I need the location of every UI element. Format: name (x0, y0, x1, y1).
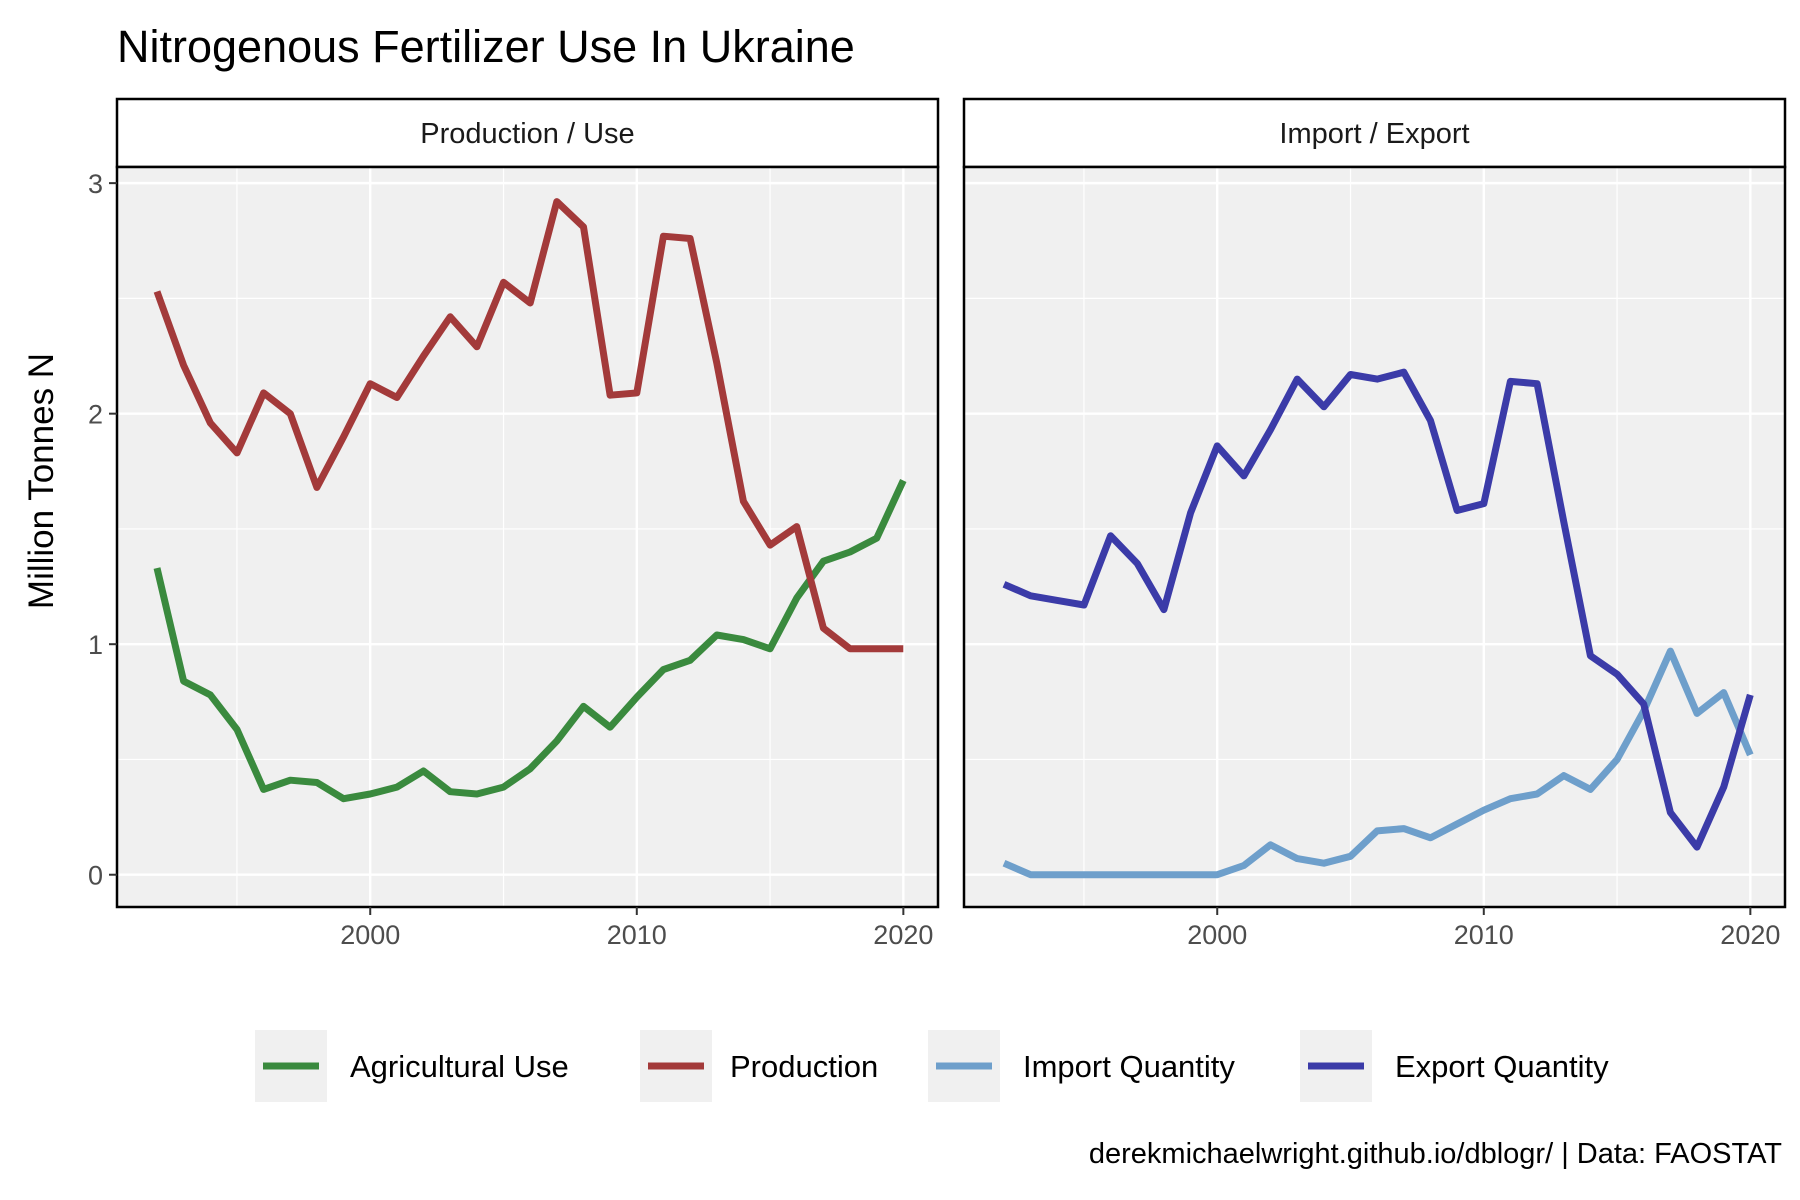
legend-label: Import Quantity (1023, 1049, 1235, 1084)
facet-panel-2: Import / Export 2000 2010 2020 (962, 97, 1787, 950)
facet-panel-1: Production / Use 2000 2010 2020 0 1 2 3 (88, 97, 940, 950)
series-line-import-quantity (1002, 647, 1754, 879)
legend-item-import-quantity: Import Quantity (928, 1030, 1235, 1102)
y-axis-title: Million Tonnes N (22, 353, 61, 609)
panel-border (962, 165, 1787, 909)
facet-strip-label: Import / Export (1279, 118, 1469, 150)
legend-item-production: Production (640, 1030, 878, 1102)
legend-label: Export Quantity (1395, 1049, 1609, 1084)
y-tick-label: 0 (88, 861, 103, 891)
panel-border (115, 165, 940, 909)
panel-background (964, 167, 1785, 907)
x-tick-label: 2000 (1187, 920, 1247, 950)
chart-caption: derekmichaelwright.github.io/dblogr/ | D… (1089, 1138, 1782, 1170)
series-line-agricultural-use (153, 479, 907, 803)
x-tick-label: 2000 (340, 920, 400, 950)
facet-strip-label: Production / Use (420, 118, 634, 150)
legend-item-agricultural-use: Agricultural Use (255, 1030, 569, 1102)
y-tick-label: 1 (88, 630, 103, 660)
x-tick-label: 2010 (607, 920, 667, 950)
series-line-production (153, 198, 904, 653)
facet-strip (962, 97, 1787, 169)
y-tick-label: 3 (88, 169, 103, 199)
facet-strip (115, 97, 940, 169)
facet-panels: Production / Use 2000 2010 2020 0 1 2 3 Import /… (88, 97, 1787, 950)
x-tick-label: 2020 (1720, 920, 1780, 950)
x-tick-label: 2010 (1454, 920, 1514, 950)
panel-background (117, 167, 938, 907)
legend-label: Production (730, 1049, 878, 1084)
legend: Agricultural Use Production Import Quantit… (255, 1030, 1609, 1102)
series-line-export-quantity (1002, 368, 1754, 851)
legend-item-export-quantity: Export Quantity (1300, 1030, 1609, 1102)
y-tick-label: 2 (88, 400, 103, 430)
x-tick-label: 2020 (873, 920, 933, 950)
legend-label: Agricultural Use (350, 1049, 569, 1084)
chart-title: Nitrogenous Fertilizer Use In Ukraine (117, 21, 855, 72)
